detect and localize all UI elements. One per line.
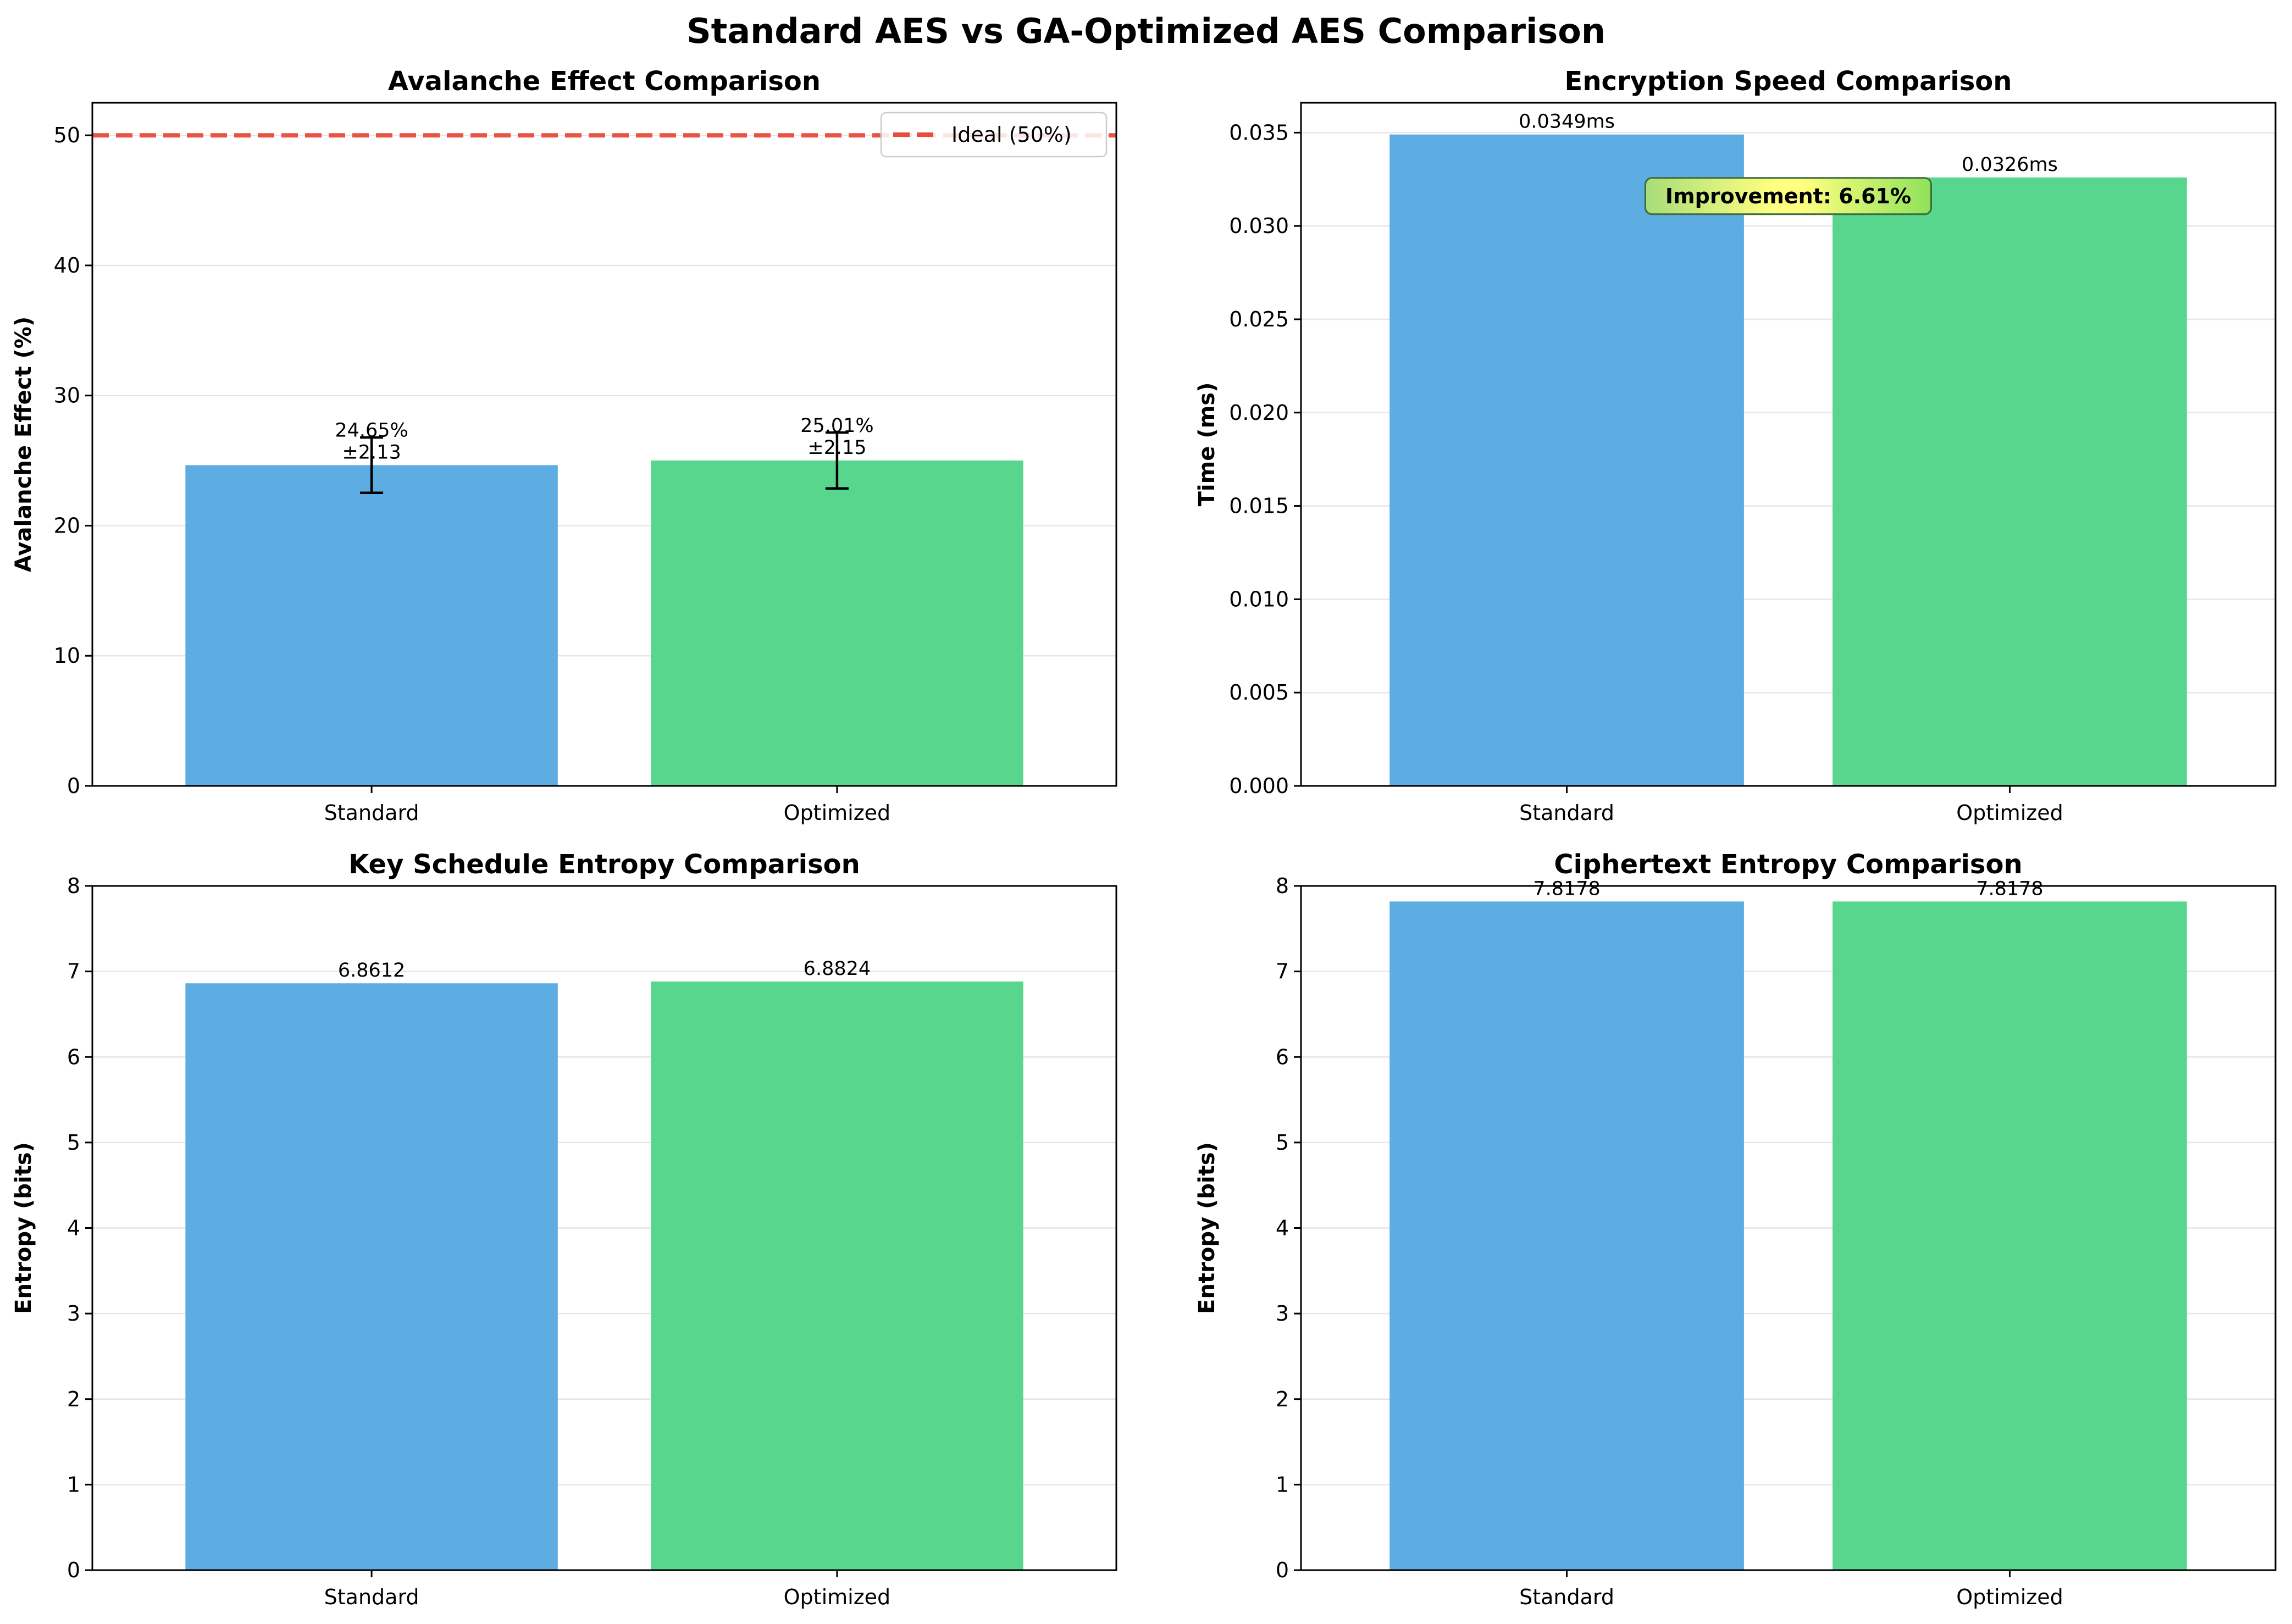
- y-tick-label: 0.000: [1229, 774, 1289, 798]
- y-tick-label: 7: [1276, 960, 1289, 984]
- y-tick-label: 0: [67, 774, 80, 798]
- x-tick-label: Standard: [324, 1585, 419, 1609]
- bar-standard: [185, 983, 558, 1570]
- chart-panel-2: 0.0349ms 0.0326ms 0.000 0.005 0.010 0.015 0.02…: [1194, 66, 2277, 825]
- y-tick-label: 2: [1276, 1387, 1289, 1411]
- panel-title: Encryption Speed Comparison: [1565, 66, 2012, 97]
- y-tick-label: 8: [67, 874, 80, 898]
- y-tick-label: 4: [67, 1216, 80, 1240]
- bar-value-label: 6.8612: [338, 960, 405, 982]
- x-tick-label: Optimized: [784, 1585, 891, 1609]
- panel-title: Key Schedule Entropy Comparison: [348, 849, 860, 880]
- y-tick-label: 30: [54, 384, 80, 408]
- bar-optimized: [1833, 901, 2187, 1570]
- bar-value-label: 0.0349ms: [1519, 111, 1615, 133]
- improvement-label: Improvement: 6.61%: [1665, 184, 1911, 208]
- x-tick-label: Standard: [324, 801, 419, 825]
- improvement-box: [1645, 177, 1932, 215]
- y-tick-label: 10: [54, 644, 80, 668]
- x-tick-label: Standard: [1519, 1585, 1614, 1609]
- x-tick-label: Standard: [1519, 801, 1614, 825]
- panel-title: Avalanche Effect Comparison: [388, 66, 821, 97]
- bar-value-label: 7.8178: [1976, 878, 2043, 900]
- y-tick-label: 0.030: [1229, 214, 1289, 238]
- x-tick-label: Optimized: [784, 801, 891, 825]
- y-tick-label: 3: [1276, 1301, 1289, 1326]
- y-axis-label: Avalanche Effect (%): [11, 317, 36, 572]
- y-tick-label: 50: [54, 123, 80, 147]
- bar-standard: [185, 465, 558, 786]
- bar-standard: [1389, 901, 1744, 1570]
- legend-entry: Ideal (50%): [951, 123, 1072, 147]
- chart-panel-3: 6.8612 6.8824 0 1 2 3 4 5 6 7 8 Standard Optimized Ke…: [11, 849, 1117, 1609]
- y-tick-label: 0.025: [1229, 307, 1289, 331]
- bar-value-label: 24.65%: [335, 419, 408, 441]
- y-axis-label: Entropy (bits): [1194, 1142, 1220, 1314]
- y-axis-label: Entropy (bits): [11, 1142, 36, 1314]
- y-tick-label: 7: [67, 960, 80, 984]
- bar-standard: [1389, 134, 1744, 786]
- bar-optimized: [651, 981, 1023, 1570]
- axes-frame: [91, 102, 1117, 787]
- y-tick-label: 0.015: [1229, 494, 1289, 518]
- y-tick-label: 5: [67, 1130, 80, 1155]
- y-tick-label: 0.020: [1229, 401, 1289, 425]
- y-axis-label: Time (ms): [1194, 383, 1220, 507]
- bar-value-label: ±2.15: [807, 437, 866, 459]
- x-tick-label: Optimized: [1956, 1585, 2063, 1609]
- y-tick-label: 0: [1276, 1558, 1289, 1582]
- bar-optimized: [1833, 177, 2187, 786]
- bar-value-label: 25.01%: [800, 415, 873, 437]
- bar-value-label: 6.8824: [804, 958, 871, 980]
- y-tick-label: 4: [1276, 1216, 1289, 1240]
- panel-title: Ciphertext Entropy Comparison: [1554, 849, 2022, 880]
- y-tick-label: 1: [67, 1472, 80, 1496]
- y-tick-label: 2: [67, 1387, 80, 1411]
- x-tick-label: Optimized: [1956, 801, 2063, 825]
- y-tick-label: 0.010: [1229, 587, 1289, 611]
- y-tick-label: 0.035: [1229, 120, 1289, 145]
- bar-value-label: 7.8178: [1533, 878, 1600, 900]
- y-tick-label: 0: [67, 1558, 80, 1582]
- bar-optimized: [651, 460, 1023, 786]
- bar-value-label: ±2.13: [342, 441, 401, 463]
- figure-suptitle: Standard AES vs GA-Optimized AES Compari…: [687, 11, 1605, 51]
- y-tick-label: 6: [1276, 1045, 1289, 1069]
- legend-box: [880, 112, 1108, 158]
- y-tick-label: 3: [67, 1301, 80, 1326]
- bar-value-label: 0.0326ms: [1962, 154, 2058, 176]
- y-tick-label: 8: [1276, 874, 1289, 898]
- chart-panel-4: 7.8178 7.8178 0 1 2 3 4 5 6 7 8 Standard Optimized Ci…: [1194, 849, 2277, 1609]
- y-tick-label: 0.005: [1229, 680, 1289, 705]
- y-tick-label: 40: [54, 253, 80, 278]
- y-tick-label: 1: [1276, 1472, 1289, 1496]
- chart-panel-1: 24.65%±2.13 25.01%±2.15 0 10 20 30 40 50 Standar…: [11, 66, 1117, 825]
- y-tick-label: 6: [67, 1045, 80, 1069]
- y-tick-label: 5: [1276, 1130, 1289, 1155]
- y-tick-label: 20: [54, 513, 80, 537]
- axes-frame: [1300, 102, 2277, 787]
